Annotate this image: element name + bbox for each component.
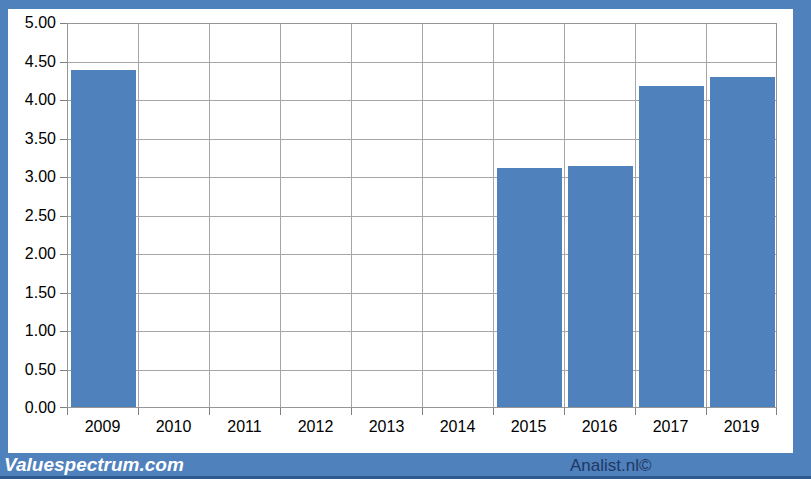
x-axis-tick	[138, 408, 139, 415]
x-tick-label: 2014	[422, 418, 493, 436]
y-axis-tick	[60, 370, 67, 371]
x-gridline	[209, 24, 210, 407]
x-axis-tick	[351, 408, 352, 415]
x-tick-label: 2017	[635, 418, 706, 436]
y-tick-label: 2.00	[10, 246, 56, 262]
y-tick-label: 1.50	[10, 285, 56, 301]
chart-window: 5.00 4.50 4.00 3.50 3.00 2.50 2.00 1.50 1.00 0.50…	[0, 0, 811, 479]
y-axis-tick	[60, 293, 67, 294]
x-tick-label: 2012	[280, 418, 351, 436]
x-axis-tick	[422, 408, 423, 415]
x-axis-tick	[564, 408, 565, 415]
y-tick-label: 4.50	[10, 54, 56, 70]
y-axis-tick	[60, 254, 67, 255]
x-tick-label: 2019	[706, 418, 777, 436]
y-tick-label: 0.00	[10, 400, 56, 416]
bar-2016	[568, 166, 633, 407]
x-gridline	[635, 24, 636, 407]
y-tick-label: 3.50	[10, 131, 56, 147]
x-tick-label: 2011	[209, 418, 280, 436]
y-axis-tick	[60, 100, 67, 101]
y-axis-tick	[60, 407, 67, 408]
bar-2019	[710, 77, 775, 407]
bar-2015	[497, 168, 562, 407]
y-axis-tick	[60, 139, 67, 140]
y-axis-tick	[60, 331, 67, 332]
x-axis-tick	[635, 408, 636, 415]
x-axis-tick	[280, 408, 281, 415]
x-axis-tick	[67, 408, 68, 415]
footer-band: Valuespectrum.com Analist.nl©	[0, 453, 811, 479]
x-tick-label: 2013	[351, 418, 422, 436]
x-gridline	[422, 24, 423, 407]
y-axis-tick	[60, 216, 67, 217]
y-axis-tick	[60, 177, 67, 178]
x-axis-tick	[209, 408, 210, 415]
brand-watermark: Valuespectrum.com	[4, 454, 184, 476]
x-axis-tick	[776, 408, 777, 415]
y-tick-label: 4.00	[10, 92, 56, 108]
y-tick-label: 2.50	[10, 208, 56, 224]
x-tick-label: 2009	[67, 418, 138, 436]
x-tick-label: 2010	[138, 418, 209, 436]
y-axis-tick	[60, 23, 67, 24]
y-tick-label: 1.00	[10, 323, 56, 339]
bar-2017	[639, 86, 704, 407]
plot-area	[67, 23, 777, 408]
y-axis-tick	[60, 62, 67, 63]
credit-watermark: Analist.nl©	[570, 456, 652, 476]
x-gridline	[493, 24, 494, 407]
x-axis-tick	[493, 408, 494, 415]
x-gridline	[138, 24, 139, 407]
y-tick-label: 3.00	[10, 169, 56, 185]
x-axis-tick	[706, 408, 707, 415]
bar-2009	[71, 70, 136, 407]
x-gridline	[564, 24, 565, 407]
x-gridline	[280, 24, 281, 407]
chart-surface: 5.00 4.50 4.00 3.50 3.00 2.50 2.00 1.50 1.00 0.50…	[8, 9, 793, 453]
x-tick-label: 2016	[564, 418, 635, 436]
y-tick-label: 0.50	[10, 362, 56, 378]
y-tick-label: 5.00	[10, 15, 56, 31]
x-gridline	[706, 24, 707, 407]
x-gridline	[351, 24, 352, 407]
x-tick-label: 2015	[493, 418, 564, 436]
